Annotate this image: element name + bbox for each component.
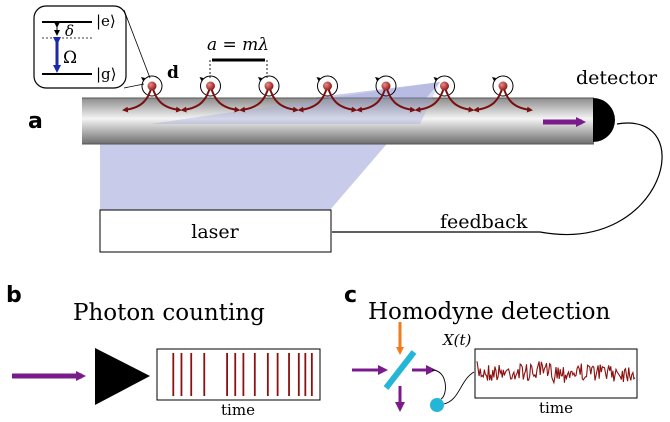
atom [297, 75, 358, 113]
click-record [156, 348, 321, 401]
orbit-arrowhead [258, 77, 262, 81]
atom-dot [206, 81, 215, 91]
dipole-orbit [141, 75, 163, 97]
rabi-label: Ω [63, 48, 77, 68]
panel-b-title: Photon counting [73, 300, 265, 326]
atom [122, 75, 182, 113]
spacing-label: a = mλ [207, 35, 269, 55]
atom [414, 75, 475, 113]
homodyne-signal-label: X(t) [442, 331, 472, 349]
laser-box [99, 209, 332, 253]
detector-wire [431, 369, 446, 400]
orbit-arrowhead [141, 77, 145, 81]
level-diagram: δ Ω |e⟩ |g⟩ [33, 5, 127, 89]
waveguide-fiber [82, 97, 594, 145]
dipole-orbit [317, 75, 338, 97]
panel-a-letter: a [28, 109, 43, 134]
orbit-arrowhead [433, 77, 438, 81]
atom-dot [381, 81, 391, 91]
dipole-orbit [200, 75, 221, 97]
dipole-orbit [434, 75, 455, 97]
feedback-label: feedback [440, 211, 528, 233]
detuning-label: δ [65, 22, 74, 40]
beam-splitter [383, 350, 417, 390]
orbit-arrowhead [199, 77, 204, 81]
panel-c-axis-label: time [539, 399, 573, 417]
dipole-label: d [167, 63, 179, 83]
orbit-arrowhead [375, 77, 379, 81]
zoom-line [123, 83, 145, 89]
atom-dot [264, 81, 274, 91]
atom [239, 75, 299, 113]
orbit-arrowhead [492, 77, 496, 81]
atom-dot [440, 81, 449, 91]
atom [180, 75, 241, 113]
atom-dot [323, 81, 332, 91]
detector-label: detector [576, 67, 658, 89]
panel-b-axis-label: time [221, 401, 255, 419]
atom [356, 75, 416, 113]
spacing-indicator [209, 58, 268, 80]
homodyne-record [474, 348, 638, 399]
excited-state-label: |e⟩ [96, 12, 116, 30]
dipole-orbit [492, 75, 514, 97]
orbit-arrowhead [316, 77, 321, 81]
photon-detector-icon [95, 348, 150, 405]
atom-dot [498, 81, 508, 91]
ground-state-label: |g⟩ [96, 65, 117, 83]
homodyne-detector-icon [430, 398, 444, 412]
atom-array [122, 75, 533, 113]
dipole-orbit [258, 75, 280, 97]
atom [473, 75, 533, 113]
zoom-line [123, 9, 151, 79]
atom-dot [147, 81, 157, 91]
homodyne-trace [476, 361, 636, 385]
laser-label: laser [191, 221, 239, 243]
feedback-line [332, 122, 663, 235]
dipole-orbit [375, 75, 397, 97]
panel-b-letter: b [6, 283, 22, 308]
signal-wire [443, 371, 475, 405]
detector-icon [593, 98, 615, 142]
panel-c-title: Homodyne detection [368, 299, 611, 325]
laser-beam-overlap [150, 82, 440, 124]
panel-c-letter: c [344, 283, 357, 308]
